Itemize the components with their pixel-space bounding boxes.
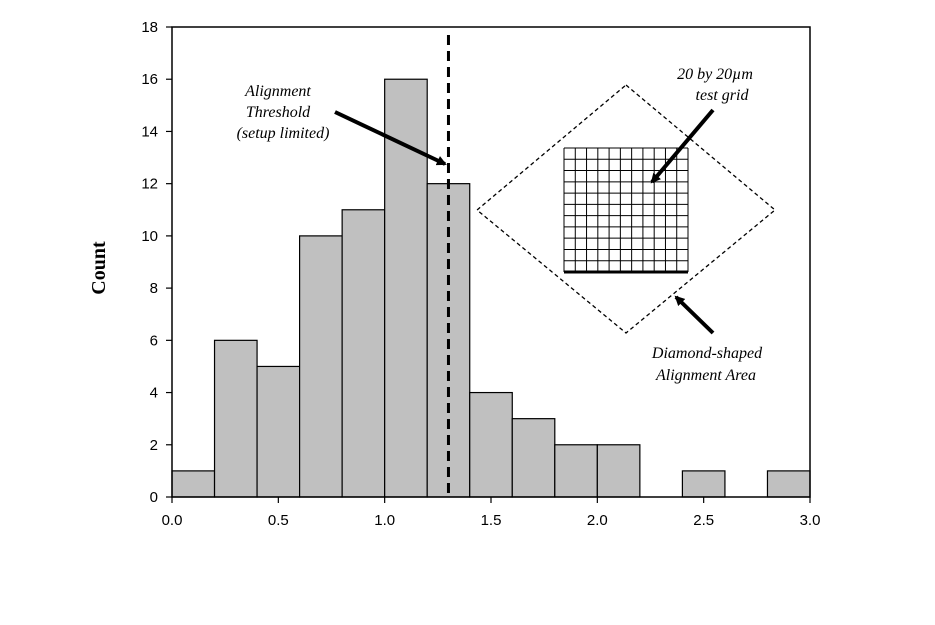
test-grid-annotation-arrow [650,108,715,184]
histogram-bar-14 [766,470,811,498]
x-tick-label-5: 2.5 [693,512,714,529]
diamond-alignment-area [475,84,777,334]
x-tick-label-0: 0.0 [162,512,183,529]
y-tick-label-1: 2 [150,437,158,454]
x-axis-ticks: 0.0 0.5 1.0 1.5 2.0 2.5 3.0 [162,497,821,529]
y-tick-label-8: 16 [141,71,158,88]
y-axis-title: Count [88,241,110,295]
histogram-bar-0 [171,470,216,498]
histogram-bar-10 [596,444,641,498]
y-tick-label-3: 6 [150,332,158,349]
histogram-bar-9 [554,444,598,498]
histogram-bar-4 [341,209,386,498]
x-tick-label-4: 2.0 [587,512,608,529]
y-tick-label-0: 0 [150,489,158,506]
histogram-bar-2 [256,365,301,498]
diamond-annotation-arrow [674,295,715,335]
y-tick-label-4: 8 [150,280,158,297]
diamond-annotation-line-1: Diamond-shaped [651,345,763,362]
diamond-annotation-line-2: Alignment Area [655,367,756,384]
y-axis-ticks: 0 2 4 6 8 10 12 14 16 18 [141,19,172,506]
x-tick-label-3: 1.5 [481,512,502,529]
histogram-bar-12 [681,470,726,498]
y-tick-label-6: 12 [141,176,158,193]
x-tick-label-2: 1.0 [374,512,395,529]
test-grid-inset [563,147,689,274]
test-grid-annotation-line-2: test grid [696,87,750,104]
histogram-bar-1 [213,339,258,498]
histogram-bars [171,78,811,498]
test-grid-annotation-line-1: 20 by 20µm [677,66,753,83]
threshold-annotation-arrow [334,110,447,166]
y-tick-label-9: 18 [141,19,158,36]
y-tick-label-5: 10 [141,228,158,245]
x-tick-label-6: 3.0 [800,512,821,529]
x-tick-label-1: 0.5 [268,512,289,529]
threshold-annotation-line-2: Threshold [246,104,311,121]
y-tick-label-7: 14 [141,123,158,140]
threshold-annotation-line-1: Alignment [244,83,311,100]
y-tick-label-2: 4 [150,385,158,402]
histogram-bar-3 [299,235,343,498]
threshold-annotation-line-3: (setup limited) [237,125,330,142]
histogram-bar-5 [384,78,428,498]
histogram-bar-7 [469,391,513,498]
histogram-bar-8 [511,418,556,498]
